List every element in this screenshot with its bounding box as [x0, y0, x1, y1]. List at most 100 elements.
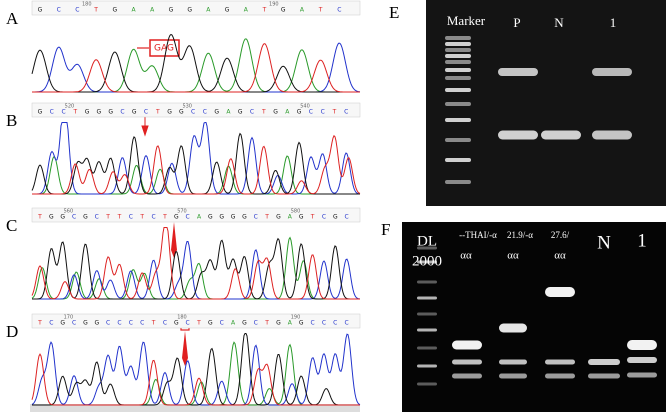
panel-label: A [6, 9, 19, 28]
gel-band [417, 382, 437, 386]
trace [31, 132, 360, 195]
ruler-label: 190 [291, 315, 301, 321]
ruler-label: 180 [82, 2, 92, 8]
gel-band [417, 260, 437, 264]
gel-band [627, 340, 657, 350]
base-call: G [108, 109, 113, 116]
base-call: C [322, 320, 326, 327]
lane-label: Marker [447, 13, 486, 28]
lane-label: N [597, 232, 611, 253]
gel-band [417, 296, 437, 300]
ruler-label: 530 [182, 104, 192, 110]
base-call: C [254, 214, 258, 221]
gel-band [445, 68, 471, 72]
base-call: C [310, 320, 314, 327]
base-call: C [49, 320, 53, 327]
base-call: T [37, 320, 42, 327]
base-call: C [61, 109, 65, 116]
base-call: C [186, 214, 190, 221]
base-call: C [344, 109, 348, 116]
base-call: T [318, 7, 323, 14]
base-call: G [179, 109, 184, 116]
lane-label: 1 [637, 230, 647, 251]
gel-band [498, 68, 538, 76]
base-call: T [72, 109, 77, 116]
gel-band [445, 76, 471, 80]
annotation-box [149, 39, 180, 57]
lane-label: P [513, 15, 520, 30]
base-call: T [196, 320, 201, 327]
base-call: G [276, 214, 281, 221]
lane-label: 21.9/-α [507, 230, 533, 240]
base-call: G [238, 109, 243, 116]
base-call: C [72, 320, 76, 327]
base-call: G [299, 320, 304, 327]
annotation: GAG [154, 44, 174, 54]
base-call: G [38, 109, 43, 116]
scrollbar [30, 404, 360, 412]
base-call: A [206, 7, 211, 14]
gel-band [417, 246, 437, 250]
base-call: C [321, 109, 325, 116]
base-call: C [144, 109, 148, 116]
base-call: A [300, 7, 305, 14]
gel-band [417, 328, 437, 332]
gel-band [417, 364, 437, 368]
gel-band [545, 359, 575, 365]
base-call: T [117, 214, 122, 221]
trace [32, 241, 361, 300]
base-call: T [310, 214, 315, 221]
trace [31, 353, 360, 406]
base-call: C [151, 214, 155, 221]
base-call: G [297, 109, 302, 116]
trace-group [31, 333, 361, 406]
base-call: C [333, 320, 337, 327]
gel-band [627, 372, 657, 378]
sequence-strip [31, 207, 361, 223]
base-call: G [242, 320, 247, 327]
base-call: G [167, 109, 172, 116]
base-call: G [38, 7, 43, 14]
ruler-label: 190 [269, 2, 279, 8]
panel-label: B [6, 111, 17, 130]
gel-band [499, 373, 527, 379]
arrow [171, 222, 177, 258]
gel-band [445, 54, 471, 58]
base-call: T [261, 109, 266, 116]
base-call: A [131, 7, 136, 14]
trace-group [31, 227, 361, 300]
gel-band [592, 68, 632, 76]
base-call: G [112, 7, 117, 14]
base-call: G [132, 109, 137, 116]
lane-label: αα [507, 250, 519, 262]
base-call: G [214, 109, 219, 116]
ruler-label: 180 [177, 315, 187, 321]
base-call: T [37, 214, 42, 221]
base-call: C [220, 320, 224, 327]
base-call: T [264, 214, 269, 221]
gel-band [545, 287, 575, 297]
arrow [182, 331, 188, 366]
panel-label: E [389, 3, 399, 22]
base-call: C [117, 320, 121, 327]
base-call: A [244, 7, 249, 14]
base-call: C [337, 7, 341, 14]
ruler-label: 580 [291, 209, 301, 215]
gel-band [445, 60, 471, 64]
ruler-label: 540 [300, 104, 310, 110]
base-call: T [105, 214, 110, 221]
lane-label: αα [460, 250, 472, 262]
gel-band [452, 359, 482, 365]
gel-band [445, 118, 471, 122]
base-call: C [254, 320, 258, 327]
base-call: C [72, 214, 76, 221]
base-call: C [191, 109, 195, 116]
base-call: C [322, 214, 326, 221]
base-call: T [162, 214, 167, 221]
base-call: T [151, 320, 156, 327]
base-call: C [57, 7, 61, 14]
base-call: C [75, 7, 79, 14]
base-call: C [163, 320, 167, 327]
ruler-label: 570 [177, 209, 187, 215]
